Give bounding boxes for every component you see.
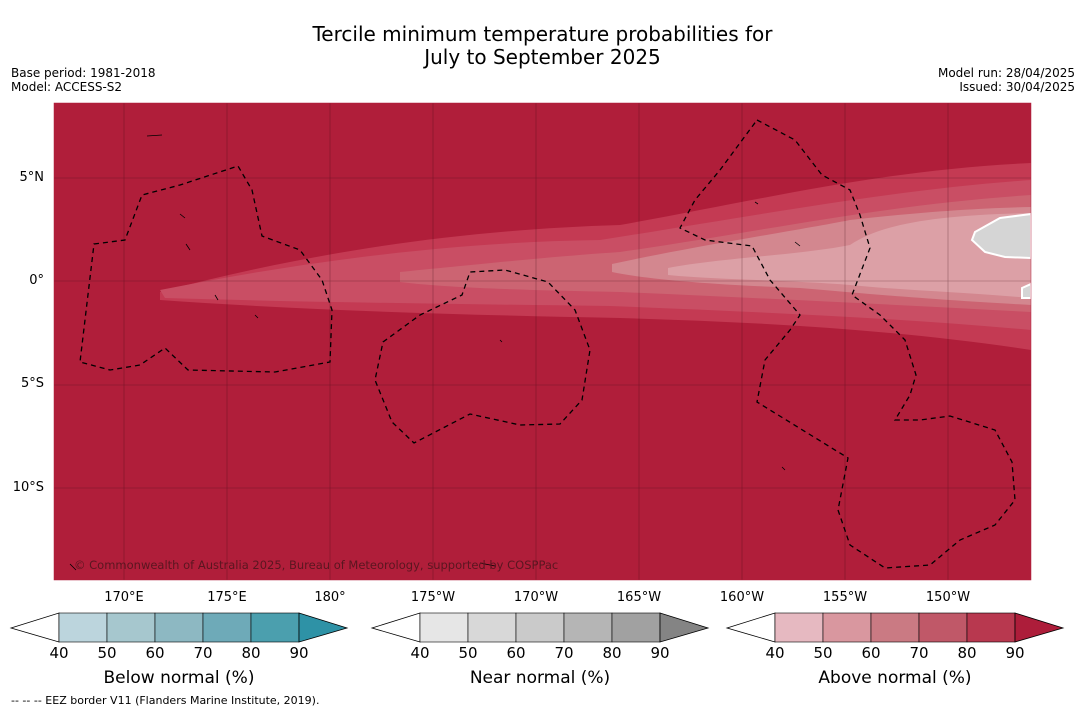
colorbar-below-normal: [9, 612, 349, 643]
model-run-label: Model run: 28/04/2025: [937, 66, 1075, 80]
lon-label-175w: 175°W: [410, 590, 456, 605]
cbar3-tick: 70: [909, 644, 929, 662]
cbar1-tick: 50: [97, 644, 117, 662]
cbar3-tick: 60: [861, 644, 881, 662]
map-area: © Commonwealth of Australia 2025, Bureau…: [54, 103, 1031, 580]
eez-tuvalu: [79, 165, 333, 373]
cbar2-tick: 90: [650, 644, 670, 662]
cbar1-title: Below normal (%): [103, 668, 255, 688]
band-90: [668, 213, 1031, 298]
map-background: [54, 103, 1031, 580]
copyright-text: © Commonwealth of Australia 2025, Bureau…: [74, 558, 558, 572]
cbar2-tick: 70: [554, 644, 574, 662]
cbar1-tick: 60: [145, 644, 165, 662]
lon-label-150w: 150°W: [925, 590, 971, 605]
lon-label-160w: 160°W: [719, 590, 765, 605]
lon-label-180: 180°: [314, 590, 346, 605]
cbar2-title: Near normal (%): [469, 668, 611, 688]
islands: [69, 134, 801, 571]
lon-label-170w: 170°W: [513, 590, 559, 605]
issued-label: Issued: 30/04/2025: [959, 80, 1075, 94]
lat-label-0: 0°: [29, 273, 44, 288]
cbar3-title: Above normal (%): [818, 668, 972, 688]
model-label: Model: ACCESS-S2: [11, 80, 123, 94]
eez-borders: [79, 119, 1016, 569]
cbar3-tick: 80: [957, 644, 977, 662]
cbar2-tick: 80: [602, 644, 622, 662]
eez-line-islands: [679, 119, 1016, 569]
lon-label-170e: 170°E: [104, 590, 144, 605]
eez-footnote: -- -- -- EEZ border V11 (Flanders Marine…: [11, 694, 320, 707]
cbar2-tick: 60: [506, 644, 526, 662]
cbar1-tick: 40: [49, 644, 69, 662]
map-frame: [53, 102, 1032, 581]
near-normal-patch: [970, 212, 1031, 260]
lat-label-5s: 5°S: [20, 376, 44, 391]
cbar3-tick: 90: [1005, 644, 1025, 662]
cbar1-tick: 90: [289, 644, 309, 662]
cbar2-tick: 40: [410, 644, 430, 662]
map-title-line2: July to September 2025: [424, 45, 661, 69]
cbar2-tick: 50: [458, 644, 478, 662]
cbar3-tick: 50: [813, 644, 833, 662]
lon-label-175e: 175°E: [207, 590, 247, 605]
lon-label-155w: 155°W: [822, 590, 868, 605]
map-title-line1: Tercile minimum temperature probabilitie…: [312, 22, 773, 46]
colorbar-near-normal: [370, 612, 710, 643]
cbar1-tick: 70: [193, 644, 213, 662]
cbar3-tick: 40: [765, 644, 785, 662]
lat-label-10s: 10°S: [12, 480, 44, 495]
base-period-label: Base period: 1981-2018: [11, 66, 156, 80]
colorbar-above-normal: [725, 612, 1065, 643]
near-normal-patch-small: [1021, 282, 1031, 299]
lon-label-165w: 165°W: [616, 590, 662, 605]
lat-label-5n: 5°N: [19, 170, 45, 185]
cbar1-tick: 80: [241, 644, 261, 662]
